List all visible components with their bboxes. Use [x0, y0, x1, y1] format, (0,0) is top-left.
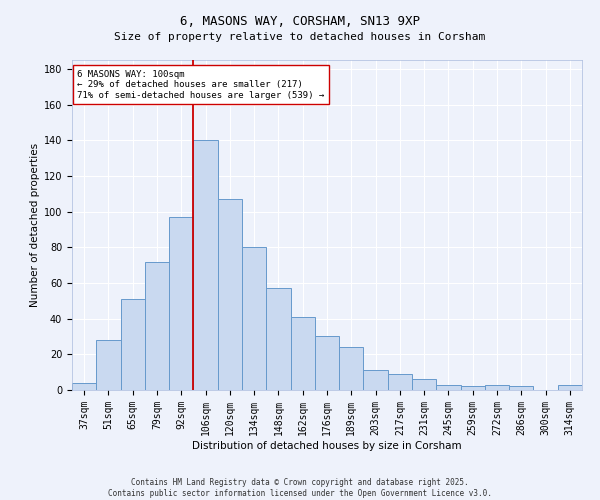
Text: Contains HM Land Registry data © Crown copyright and database right 2025.
Contai: Contains HM Land Registry data © Crown c… — [108, 478, 492, 498]
Bar — [121, 299, 145, 390]
Bar — [218, 199, 242, 390]
Bar — [388, 374, 412, 390]
X-axis label: Distribution of detached houses by size in Corsham: Distribution of detached houses by size … — [192, 440, 462, 450]
Bar — [509, 386, 533, 390]
Bar — [72, 383, 96, 390]
Bar — [266, 288, 290, 390]
Bar — [315, 336, 339, 390]
Text: Size of property relative to detached houses in Corsham: Size of property relative to detached ho… — [115, 32, 485, 42]
Bar — [461, 386, 485, 390]
Y-axis label: Number of detached properties: Number of detached properties — [29, 143, 40, 307]
Bar — [169, 217, 193, 390]
Bar — [339, 347, 364, 390]
Bar — [290, 317, 315, 390]
Bar — [364, 370, 388, 390]
Bar — [96, 340, 121, 390]
Bar — [145, 262, 169, 390]
Bar — [485, 384, 509, 390]
Text: 6, MASONS WAY, CORSHAM, SN13 9XP: 6, MASONS WAY, CORSHAM, SN13 9XP — [180, 15, 420, 28]
Bar — [242, 248, 266, 390]
Text: 6 MASONS WAY: 100sqm
← 29% of detached houses are smaller (217)
71% of semi-deta: 6 MASONS WAY: 100sqm ← 29% of detached h… — [77, 70, 325, 100]
Bar — [436, 384, 461, 390]
Bar — [558, 384, 582, 390]
Bar — [193, 140, 218, 390]
Bar — [412, 380, 436, 390]
